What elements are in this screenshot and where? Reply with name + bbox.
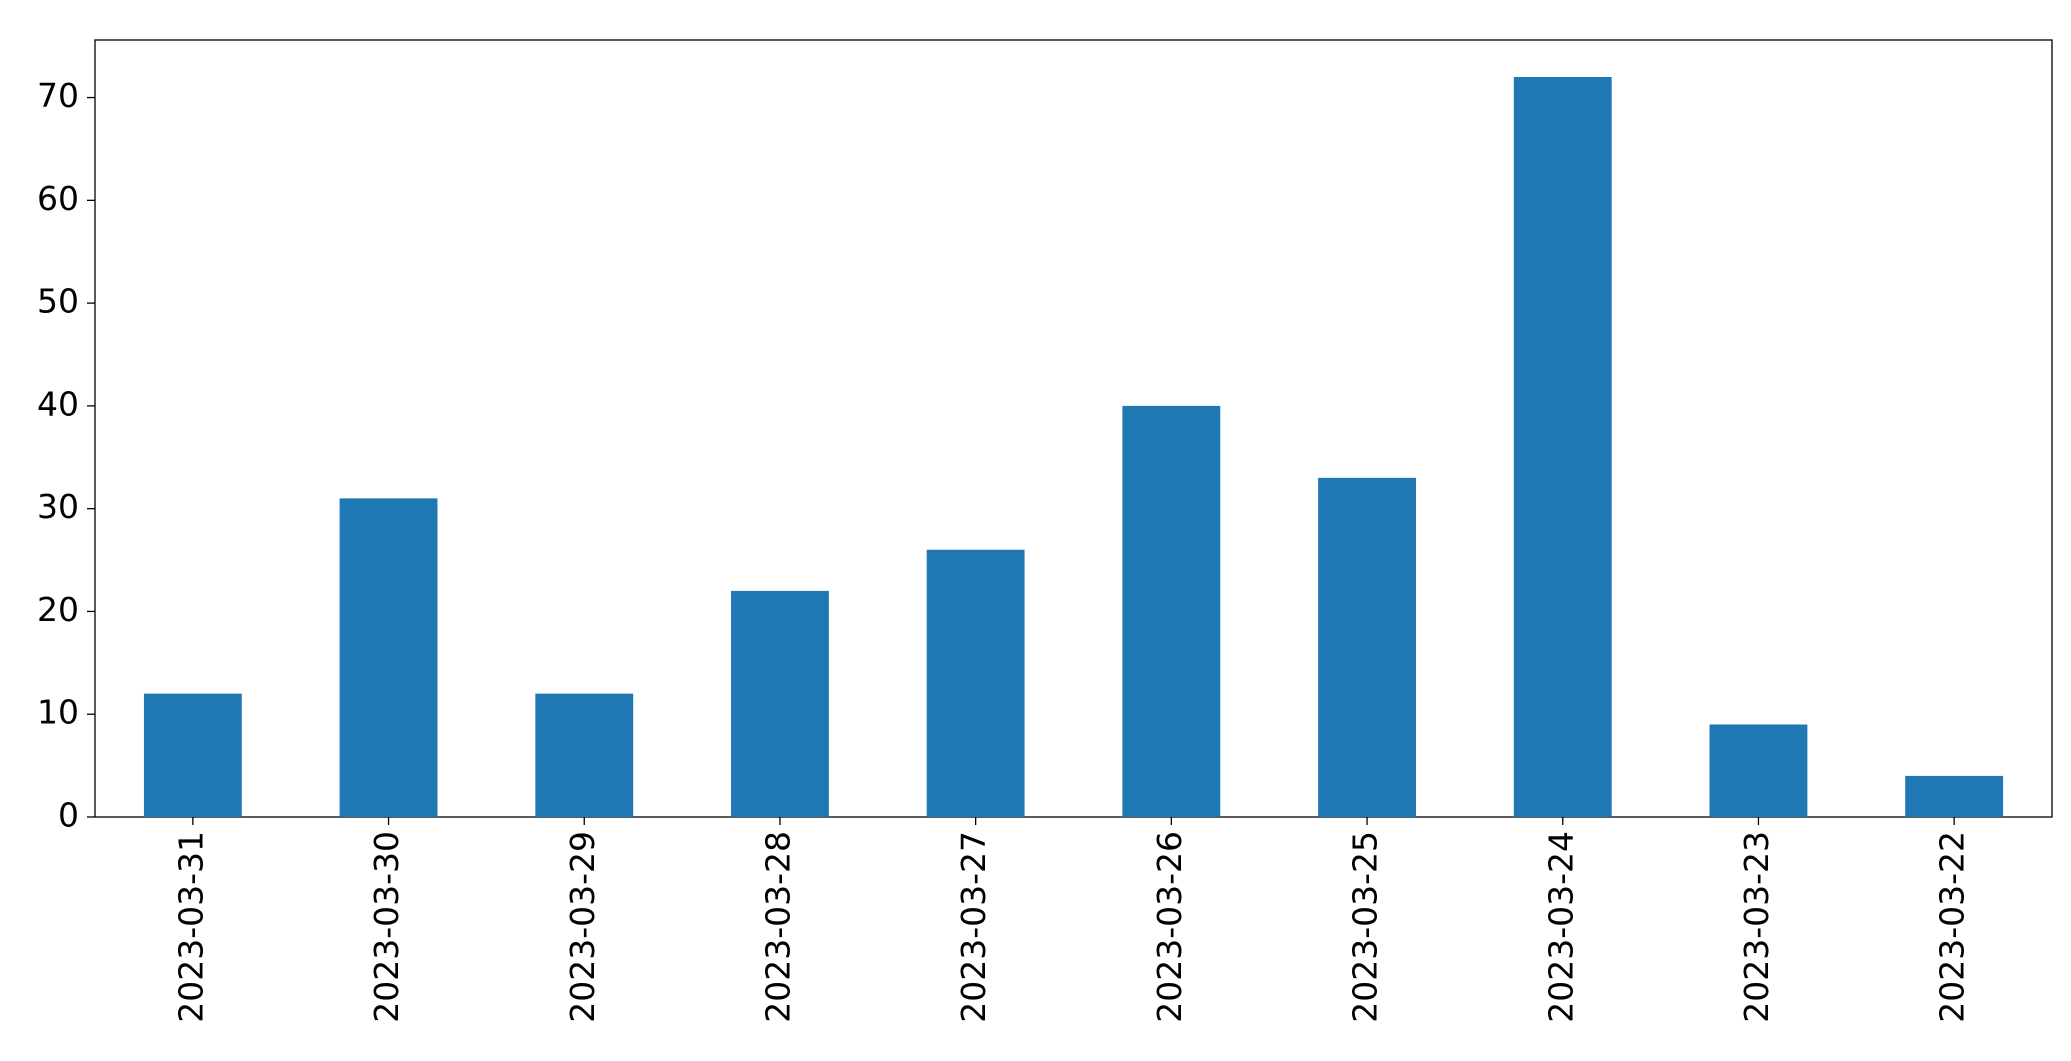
x-tick-label: 2023-03-25 xyxy=(1346,831,1385,1023)
bar xyxy=(535,693,634,817)
x-tick-label: 2023-03-31 xyxy=(171,831,210,1023)
bar xyxy=(143,693,242,817)
bar xyxy=(1709,724,1808,817)
x-tick-label: 2023-03-26 xyxy=(1150,831,1189,1023)
x-tick-label: 2023-03-24 xyxy=(1541,831,1580,1023)
bar xyxy=(1122,405,1221,817)
y-tick-label: 60 xyxy=(37,179,79,218)
x-tick-label: 2023-03-27 xyxy=(954,831,993,1023)
x-tick-label: 2023-03-22 xyxy=(1933,831,1972,1023)
y-tick-label: 10 xyxy=(37,693,79,732)
y-tick-label: 30 xyxy=(37,487,79,526)
x-tick-label: 2023-03-29 xyxy=(563,831,602,1023)
bar xyxy=(339,498,438,817)
bar xyxy=(1513,77,1612,817)
y-tick-label: 20 xyxy=(37,590,79,629)
plot-frame xyxy=(94,39,2053,818)
x-tick-label: 2023-03-23 xyxy=(1737,831,1776,1023)
x-tick-label: 2023-03-30 xyxy=(367,831,406,1023)
y-tick-label: 40 xyxy=(37,384,79,423)
y-tick-label: 70 xyxy=(37,76,79,115)
bar xyxy=(731,590,829,817)
y-tick-label: 0 xyxy=(58,796,79,835)
x-tick-label: 2023-03-28 xyxy=(758,831,797,1023)
bar xyxy=(1318,477,1416,817)
y-tick-label: 50 xyxy=(37,282,79,321)
bar xyxy=(1905,775,2004,817)
bar xyxy=(926,549,1025,817)
